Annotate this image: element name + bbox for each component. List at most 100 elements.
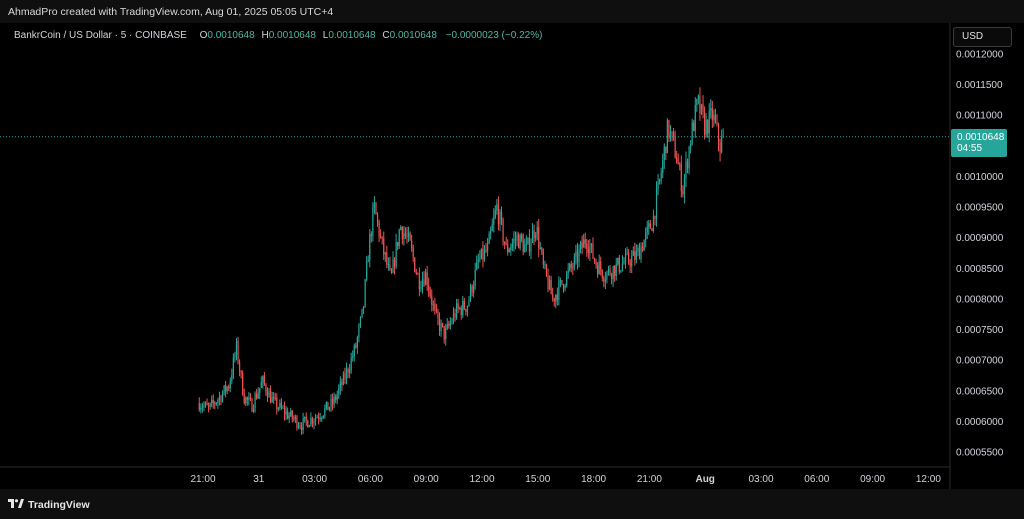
candle-body xyxy=(349,370,351,373)
candle-body xyxy=(437,311,439,319)
candle-body xyxy=(423,279,425,286)
candle-body xyxy=(615,263,617,276)
candle-body xyxy=(231,374,233,381)
candle-body xyxy=(502,219,504,242)
candle-body xyxy=(719,142,721,153)
candle-body xyxy=(342,373,345,385)
open-label: O xyxy=(199,30,208,41)
candle-body xyxy=(707,120,709,134)
candle-body xyxy=(397,242,399,247)
candle-body xyxy=(519,234,521,249)
time-axis-tick: 03:00 xyxy=(748,474,773,485)
candle-body xyxy=(700,104,703,114)
candle-body xyxy=(510,247,512,251)
candle-body xyxy=(426,272,428,285)
candle-body xyxy=(316,417,318,419)
candle-body xyxy=(541,248,543,252)
price-axis-tick: 0.0005500 xyxy=(956,448,1004,459)
time-axis[interactable]: 21:00 31 03:00 06:00 09:00 12:00 15:00 18:00 21:… xyxy=(190,474,941,485)
last-price-tag: 0.0010648 04:55 xyxy=(951,129,1007,157)
candle-body xyxy=(471,285,473,293)
candle-body xyxy=(380,236,382,238)
candle-body xyxy=(226,386,228,392)
time-axis-tick: 31 xyxy=(253,474,265,485)
candle-body xyxy=(721,137,723,153)
price-axis-tick: 0.0008500 xyxy=(956,264,1004,275)
candle-body xyxy=(654,215,656,219)
candle-body xyxy=(260,382,262,388)
candle-body xyxy=(527,237,529,244)
candle-body xyxy=(597,265,599,275)
candles-layer xyxy=(198,87,724,435)
candle-body xyxy=(683,178,686,194)
candle-body xyxy=(643,240,645,251)
candle-body xyxy=(682,191,684,194)
candle-body xyxy=(587,248,589,254)
candle-body xyxy=(694,105,696,131)
candle-body xyxy=(566,273,568,286)
close-label: C xyxy=(382,30,390,41)
candle-body xyxy=(480,248,482,259)
candle-body xyxy=(628,252,630,263)
candle-body xyxy=(556,294,558,300)
candle-body xyxy=(488,233,490,244)
candle-body xyxy=(705,120,707,135)
candle-body xyxy=(266,392,269,398)
candle-body xyxy=(688,146,690,169)
candle-body xyxy=(288,415,290,419)
footer-bar xyxy=(0,489,1024,519)
candle-body xyxy=(490,230,492,234)
candle-body xyxy=(603,277,605,282)
candle-body xyxy=(665,146,667,154)
candle-body xyxy=(366,262,368,281)
candle-body xyxy=(296,416,298,428)
high-value: 0.0010648 xyxy=(268,30,316,41)
candle-body xyxy=(358,325,360,338)
price-axis[interactable]: 0.0012000 0.0011500 0.0011000 0.0010000 0.00… xyxy=(956,50,1004,459)
candle-body xyxy=(485,249,487,252)
candle-body xyxy=(412,248,414,258)
candle-body xyxy=(356,337,358,348)
candle-body xyxy=(257,392,259,399)
candle-body xyxy=(440,323,442,331)
candle-body xyxy=(338,388,340,395)
candle-body xyxy=(214,402,216,405)
candle-body xyxy=(350,357,352,371)
candle-body xyxy=(280,402,283,408)
candle-body xyxy=(203,405,205,408)
time-axis-tick: 15:00 xyxy=(525,474,550,485)
candle-body xyxy=(330,398,332,408)
candle-body xyxy=(235,340,238,356)
candle-body xyxy=(251,399,253,412)
candle-body xyxy=(376,214,379,222)
tradingview-logo[interactable]: TradingView xyxy=(8,499,90,511)
candle-body xyxy=(282,407,284,409)
candle-body xyxy=(713,114,715,120)
candle-body xyxy=(383,238,385,255)
candle-body xyxy=(291,410,293,419)
candle-body xyxy=(262,376,264,383)
candle-body xyxy=(609,268,611,275)
candle-body xyxy=(623,262,625,264)
candle-body xyxy=(401,227,403,239)
candle-body xyxy=(685,161,687,179)
candle-body xyxy=(417,273,419,275)
candle-body xyxy=(234,355,236,358)
currency-button[interactable]: USD xyxy=(953,27,1012,47)
symbol-title[interactable]: BankrCoin / US Dollar · 5 · COINBASE xyxy=(14,30,187,41)
candle-body xyxy=(531,230,534,243)
candle-body xyxy=(564,285,566,289)
candle-body xyxy=(469,285,472,300)
candle-body xyxy=(496,204,498,211)
candle-body xyxy=(421,279,424,288)
candle-body xyxy=(355,345,357,348)
candle-body xyxy=(279,402,281,409)
candle-body xyxy=(274,397,276,399)
candle-body xyxy=(607,268,610,272)
candle-body xyxy=(294,416,296,419)
candle-body xyxy=(579,242,582,250)
candle-body xyxy=(370,234,372,237)
candle-body xyxy=(702,104,704,112)
candle-body xyxy=(710,108,712,111)
